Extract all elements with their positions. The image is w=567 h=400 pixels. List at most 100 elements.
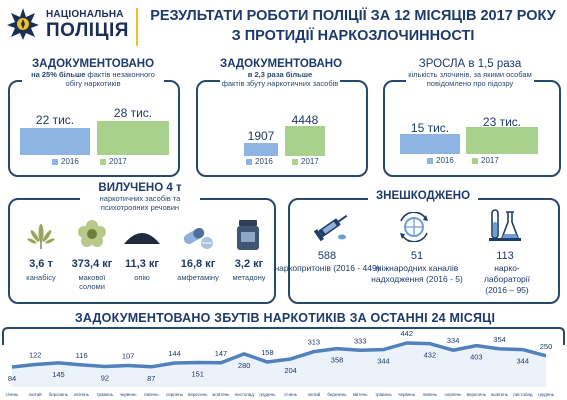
seized-label-cannabis: канабісу (26, 273, 56, 282)
bar-2016 (244, 143, 278, 156)
panel-caption: ЗНЕШКОДЖЕНО (375, 190, 471, 202)
neutralized-label-dens: наркопритонів (2016 - 449) (274, 263, 380, 273)
seized-value-methadone: 3,2 кг (234, 258, 264, 270)
bar-label-2016: 15 тис. (410, 121, 450, 135)
seized-value-opium: 11,3 кг (125, 258, 159, 270)
neutralized-value-channels: 51 (410, 250, 424, 262)
neutralized-label-channels: міжнародних каналів надходження (2016 - … (371, 263, 463, 284)
data-label: 250 (540, 342, 553, 351)
panel-seized-caption: ВИЛУЧЕНО 4 т наркотичних засобів та псих… (80, 182, 200, 218)
logo-text-line1: НАЦІОНАЛЬНА (46, 9, 124, 20)
title-divider (136, 8, 138, 46)
legend-2016: 2016 (427, 156, 454, 165)
x-tick-label: серпень (445, 392, 463, 397)
data-label: 334 (447, 336, 460, 345)
data-label: 333 (354, 336, 367, 345)
data-label: 158 (261, 348, 274, 357)
seized-label-poppy: макової соломи (78, 273, 106, 291)
x-tick-label: жовтень (212, 392, 230, 397)
bar-2016 (400, 134, 460, 154)
data-label: 122 (29, 350, 42, 359)
panel-caption: ЗАДОКУМЕНТОВАНО (220, 58, 343, 70)
data-label: 313 (308, 338, 321, 347)
panel-subcaption: на 25% більше фактів незаконного обігу н… (31, 70, 155, 88)
data-label: 280 (238, 361, 251, 370)
sales-line-chart: 84 січень 122 лютий 145 березень 116 квітень 92 т… (2, 327, 565, 397)
series-area (12, 343, 546, 387)
panel-subcaption: в 2,3 раза більше фактів збуту наркотични… (221, 70, 339, 88)
x-tick-label: вересень (467, 392, 487, 397)
data-label: 344 (517, 357, 530, 366)
globe-arrows-icon (400, 212, 428, 242)
seized-value-amphetamine: 16,8 кг (180, 258, 216, 270)
panel-caption: ЗРОСЛА в 1,5 раза (418, 58, 522, 70)
police-logo: НАЦІОНАЛЬНА ПОЛІЦІЯ (6, 6, 136, 42)
x-tick-label: лютий (307, 391, 320, 397)
x-tick-label: січень (6, 392, 20, 397)
x-tick-label: вересень (188, 392, 208, 397)
data-label: 87 (147, 374, 155, 383)
bar-label-2016: 1907 (247, 129, 275, 143)
bar-2017 (97, 121, 169, 155)
panel-caption: ЗАДОКУМЕНТОВАНО (31, 58, 155, 70)
x-tick-label: жовтень (491, 392, 509, 397)
x-tick-label: травень (375, 392, 392, 397)
neutralized-value-labs: 113 (496, 250, 514, 262)
x-tick-label: квітень (353, 392, 368, 397)
x-tick-label: лютий (29, 391, 42, 397)
x-tick-label: грудень (538, 392, 555, 397)
pills-icon (183, 228, 213, 249)
cannabis-leaf-icon (27, 224, 55, 249)
bar-label-2017: 23 тис. (482, 115, 522, 129)
bar-label-2016: 22 тис. (35, 113, 75, 127)
x-tick-label: квітень (74, 392, 89, 397)
legend-2016: 2016 (52, 157, 79, 166)
police-star-icon (7, 8, 39, 40)
panel-suspicion-caption: ЗРОСЛА в 1,5 раза кількість злочинів, за… (406, 58, 534, 104)
data-label: 145 (52, 370, 65, 379)
panel-documented-facts-caption: ЗАДОКУМЕНТОВАНО на 25% більше фактів нез… (22, 58, 164, 102)
x-tick-label: січень (284, 392, 298, 397)
seized-label-opium: опію (134, 273, 150, 282)
chart-frame (2, 327, 565, 345)
data-label: 442 (400, 329, 413, 338)
powder-pile-icon (124, 233, 160, 244)
x-tick-label: листопад (234, 392, 254, 397)
data-label: 344 (377, 357, 390, 366)
data-label: 84 (8, 374, 16, 383)
jar-icon (237, 220, 259, 250)
chart-title: ЗАДОКУМЕНТОВАНО ЗБУТІВ НАРКОТИКІВ ЗА ОСТ… (74, 311, 496, 325)
x-tick-label: травень (96, 392, 113, 397)
data-label: 116 (76, 351, 88, 360)
data-label: 144 (168, 349, 181, 358)
series-line (11, 341, 547, 369)
x-tick-label: листопад (513, 392, 533, 397)
data-label: 147 (215, 349, 228, 358)
data-label: 403 (470, 353, 483, 362)
seized-label-amphetamine: амфетаміну (177, 273, 219, 282)
bar-2017 (285, 126, 325, 156)
page-subtitle: З ПРОТИДІЇ НАРКОЗЛОЧИННОСТІ (231, 28, 475, 44)
lab-flask-icon (489, 209, 521, 241)
legend-2017: 2017 (292, 157, 319, 166)
x-tick-label: червень (120, 392, 138, 397)
bar-2017 (466, 127, 538, 154)
bar-label-2017: 4448 (291, 113, 319, 127)
poppy-icon (78, 220, 106, 247)
panel-caption: ВИЛУЧЕНО 4 т (98, 182, 182, 194)
seized-value-poppy: 373,4 кг (71, 258, 113, 270)
bar-2016 (20, 128, 90, 155)
data-label: 432 (424, 351, 437, 360)
bar-label-2017: 28 тис. (113, 106, 153, 120)
x-tick-label: червень (398, 392, 416, 397)
legend-2017: 2017 (100, 157, 127, 166)
data-label: 92 (101, 373, 109, 382)
x-tick-label: березень (49, 392, 69, 397)
page-title: РЕЗУЛЬТАТИ РОБОТИ ПОЛІЦІЇ ЗА 12 МІСЯЦІВ … (150, 8, 556, 24)
panel-neutralized-caption: ЗНЕШКОДЖЕНО (368, 190, 478, 206)
data-label: 358 (331, 356, 344, 365)
neutralized-value-dens: 588 (317, 250, 337, 262)
panel-subcaption: кількість злочинів, за якими особам пові… (408, 70, 532, 88)
panel-documented-sales-caption: ЗАДОКУМЕНТОВАНО в 2,3 раза більше фактів … (220, 58, 343, 102)
x-tick-label: березень (327, 392, 347, 397)
